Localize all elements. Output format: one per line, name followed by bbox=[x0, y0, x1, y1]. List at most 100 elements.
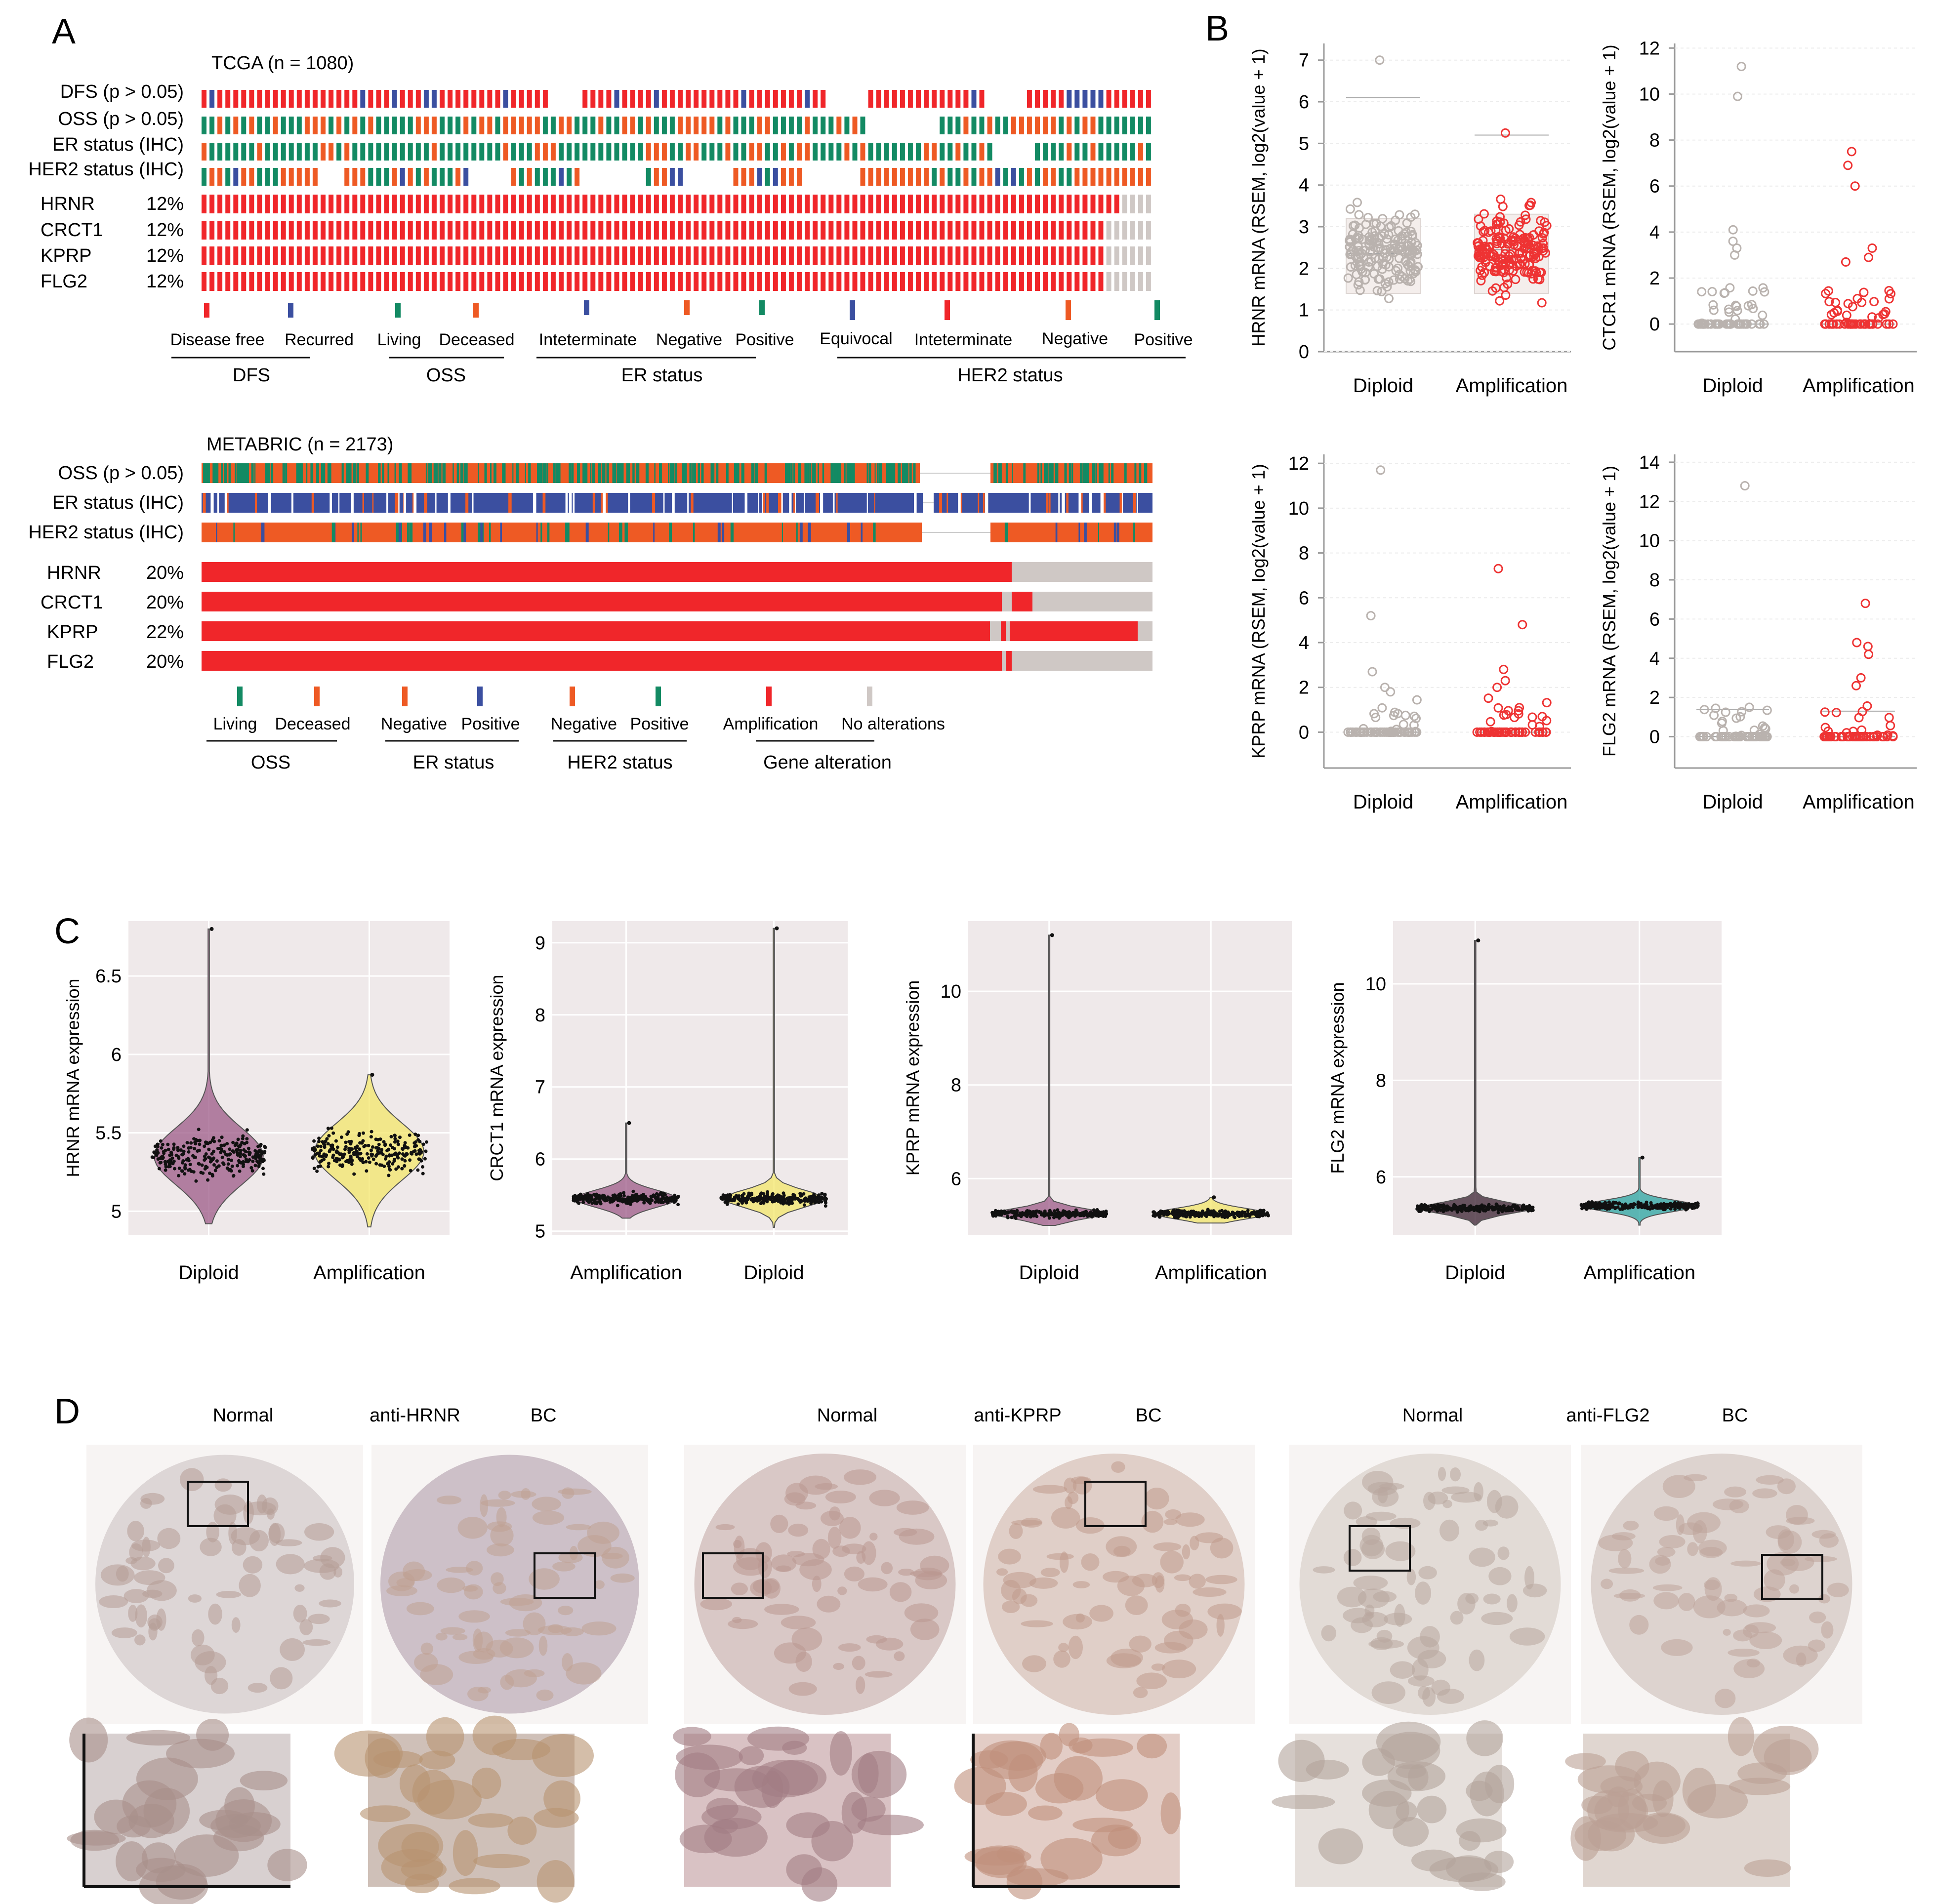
jitter-point bbox=[347, 1146, 351, 1150]
metabric-clinical-cell bbox=[694, 523, 695, 542]
data-point bbox=[1509, 232, 1519, 242]
tcga-gene-cell bbox=[503, 246, 508, 265]
tcga-clinical-cell bbox=[368, 143, 373, 161]
jitter-point bbox=[360, 1141, 364, 1145]
tissue-structure bbox=[1687, 1542, 1698, 1556]
data-point bbox=[1389, 727, 1398, 737]
data-point bbox=[1859, 287, 1869, 297]
tcga-gene-pct: 12% bbox=[146, 271, 184, 292]
jitter-point bbox=[676, 1203, 680, 1207]
tcga-gene-cell bbox=[487, 195, 493, 213]
tcga-clinical-cell bbox=[1090, 168, 1096, 186]
tcga-gene-cell bbox=[1130, 246, 1135, 265]
tcga-gene-cell bbox=[741, 221, 746, 240]
tcga-gene-cell bbox=[1146, 221, 1151, 240]
ihc-zoom-image bbox=[67, 1717, 307, 1904]
tcga-gene-cell bbox=[836, 246, 842, 265]
jitter-point bbox=[1465, 1207, 1469, 1211]
tcga-gene-cell bbox=[646, 195, 651, 213]
tissue-structure bbox=[1724, 1486, 1747, 1498]
tissue-structure bbox=[500, 1598, 534, 1606]
tcga-gene-cell bbox=[376, 195, 381, 213]
tissue-structure bbox=[782, 1741, 807, 1755]
tissue-structure bbox=[1507, 1594, 1518, 1613]
tcga-gene-cell bbox=[821, 195, 826, 213]
data-point bbox=[1400, 274, 1410, 284]
ihc-core-image bbox=[86, 1445, 363, 1724]
tissue-structure bbox=[704, 1768, 769, 1792]
tcga-clinical-cell bbox=[654, 143, 659, 161]
jitter-point bbox=[1453, 1207, 1457, 1211]
tcga-gene-cell bbox=[329, 246, 334, 265]
tcga-clinical-cell bbox=[813, 117, 818, 134]
tcga-clinical-cell bbox=[733, 168, 739, 186]
y-tick-label: 7 bbox=[1299, 50, 1309, 71]
tcga-clinical-cell bbox=[265, 168, 270, 186]
tcga-clinical-cell bbox=[1035, 117, 1040, 134]
jitter-point bbox=[338, 1163, 342, 1167]
metabric-clinical-cell bbox=[569, 463, 571, 483]
data-point bbox=[1844, 732, 1853, 741]
metabric-clinical-cell bbox=[1124, 463, 1127, 483]
tcga-clinical-cell bbox=[408, 90, 413, 108]
tcga-clinical-cell bbox=[669, 117, 675, 134]
tcga-gene-cell bbox=[431, 246, 437, 265]
y-tick-label: 6 bbox=[951, 1169, 961, 1189]
metabric-clinical-cell bbox=[1084, 523, 1087, 542]
legend-group-label: HER2 status bbox=[567, 752, 672, 773]
metabric-gene-segment bbox=[1012, 592, 1032, 611]
tcga-clinical-cell bbox=[487, 117, 493, 134]
zoom-region-box bbox=[1761, 1554, 1823, 1600]
jitter-point bbox=[391, 1162, 395, 1166]
tissue-structure bbox=[1407, 1636, 1439, 1660]
tcga-clinical-cell bbox=[638, 143, 643, 161]
metabric-clinical-cell bbox=[816, 493, 819, 513]
tcga-gene-cell bbox=[1035, 246, 1040, 265]
tcga-clinical-cell bbox=[471, 90, 477, 108]
y-tick-label: 8 bbox=[1376, 1070, 1386, 1091]
metabric-clinical-cell bbox=[691, 493, 694, 513]
tcga-gene-cell bbox=[423, 195, 429, 213]
tcga-gene-cell bbox=[821, 272, 826, 291]
tcga-clinical-cell bbox=[979, 117, 985, 134]
ihc-tumor-label: BC bbox=[1722, 1405, 1748, 1426]
zoom-region-box bbox=[1349, 1525, 1411, 1572]
tcga-gene-cell bbox=[1138, 195, 1143, 213]
jitter-point bbox=[1053, 1209, 1056, 1213]
tissue-structure bbox=[543, 1780, 580, 1817]
tcga-clinical-cell bbox=[638, 90, 643, 108]
x-tick-label: Diploid bbox=[1702, 375, 1763, 397]
jitter-point bbox=[1593, 1202, 1597, 1206]
jitter-point bbox=[1496, 1204, 1500, 1208]
data-point bbox=[1758, 310, 1768, 320]
tcga-gene-cell bbox=[678, 195, 683, 213]
tcga-gene-cell bbox=[622, 221, 627, 240]
tcga-clinical-cell bbox=[1106, 90, 1111, 108]
jitter-point bbox=[1587, 1200, 1591, 1204]
data-point bbox=[1360, 275, 1370, 284]
metabric-clinical-cell bbox=[669, 463, 673, 483]
data-point bbox=[1882, 732, 1892, 741]
tissue-structure bbox=[319, 1599, 341, 1608]
tcga-clinical-cell bbox=[694, 143, 699, 161]
tcga-gene-cell bbox=[1082, 272, 1088, 291]
tissue-structure bbox=[373, 1750, 423, 1768]
tissue-structure bbox=[1002, 1600, 1020, 1613]
tcga-gene-cell bbox=[415, 246, 421, 265]
tissue-structure bbox=[1132, 1574, 1158, 1587]
tcga-gene-cell bbox=[900, 221, 905, 240]
tcga-clinical-cell bbox=[757, 117, 762, 134]
tcga-clinical-cell bbox=[661, 117, 667, 134]
jitter-point bbox=[595, 1200, 599, 1204]
tcga-gene-cell bbox=[1098, 221, 1104, 240]
jitter-point bbox=[241, 1134, 245, 1138]
tcga-gene-cell bbox=[321, 195, 326, 213]
metabric-gene-segment bbox=[1012, 562, 1152, 582]
panel-label-d: D bbox=[54, 1392, 80, 1431]
data-point bbox=[1345, 204, 1355, 214]
jitter-point bbox=[239, 1151, 243, 1155]
tcga-clinical-cell bbox=[352, 117, 358, 134]
metabric-clinical-cell bbox=[356, 463, 359, 483]
jitter-point bbox=[383, 1143, 387, 1147]
